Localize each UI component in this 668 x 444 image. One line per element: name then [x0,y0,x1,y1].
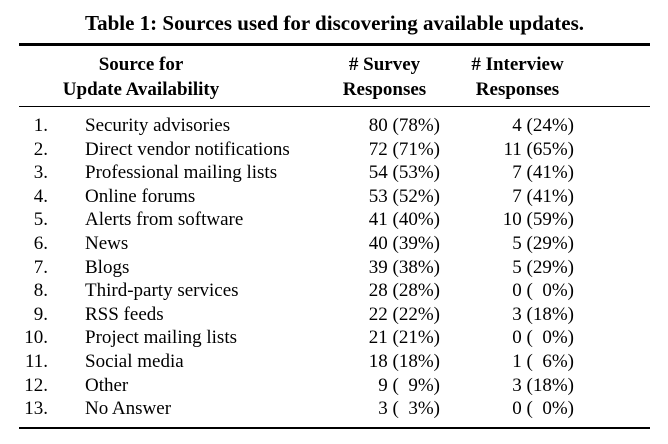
header-interview-line1: # Interview [471,53,564,75]
source-cell: Project mailing lists [85,327,237,349]
table-row: 9. RSS feeds 22 (22%) 3 (18%) [19,303,650,327]
interview-cell: 3 (18%) [512,374,574,396]
row-number: 13. [24,398,48,420]
table-header: Source for # Survey # Interview Update A… [19,46,650,106]
header-survey-line2: Responses [342,78,427,100]
interview-cell: 7 (41%) [512,162,574,184]
survey-cell: 80 (78%) [368,115,440,136]
table-row: 1. Security advisories 80 (78%) 4 (24%) [19,114,650,138]
bottom-rule [19,426,650,430]
table-body: 1. Security advisories 80 (78%) 4 (24%) … [19,107,650,427]
row-number: 3. [33,162,48,184]
table-row: 4. Online forums 53 (52%) 7 (41%) [19,185,650,209]
source-cell: Security advisories [85,115,231,136]
interview-cell: 5 (29%) [512,256,574,278]
row-number: 7. [33,256,48,278]
source-cell: RSS feeds [85,303,164,325]
header-source-line1: Source for [98,53,184,75]
survey-cell: 22 (22%) [368,303,440,325]
source-cell: Social media [85,350,184,372]
row-number: 11. [24,350,48,372]
table-row: 3. Professional mailing lists 54 (53%) 7… [19,161,650,185]
table-row: 10. Project mailing lists 21 (21%) 0 ( 0… [19,326,650,350]
source-cell: Alerts from software [85,209,244,231]
top-rule [19,43,650,46]
header-row-1: Source for # Survey # Interview [19,52,650,77]
survey-cell: 9 ( 9%) [378,374,440,396]
table-row: 12. Other 9 ( 9%) 3 (18%) [19,374,650,398]
interview-cell: 0 ( 0%) [512,280,574,302]
survey-cell: 54 (53%) [368,162,440,184]
interview-cell: 10 (59%) [502,209,574,231]
survey-cell: 21 (21%) [368,327,440,349]
interview-cell: 0 ( 0%) [512,327,574,349]
interview-cell: 11 (65%) [503,138,574,160]
header-source-line2: Update Availability [62,78,220,100]
survey-cell: 53 (52%) [368,185,440,207]
survey-cell: 40 (39%) [368,232,440,254]
table-row: 6. News 40 (39%) 5 (29%) [19,232,650,256]
table-row: 5. Alerts from software 41 (40%) 10 (59%… [19,208,650,232]
row-number: 10. [24,327,48,349]
table-row: 13. No Answer 3 ( 3%) 0 ( 0%) [19,397,650,421]
row-number: 5. [33,209,48,231]
row-number: 2. [33,138,48,160]
interview-cell: 4 (24%) [512,115,574,136]
source-cell: Professional mailing lists [85,162,278,184]
source-cell: News [85,232,129,254]
interview-cell: 0 ( 0%) [512,398,574,420]
table-row: 8. Third-party services 28 (28%) 0 ( 0%) [19,279,650,303]
row-number: 4. [33,185,48,207]
table-row: 2. Direct vendor notifications 72 (71%) … [19,138,650,162]
row-number: 12. [24,374,48,396]
row-number: 8. [33,280,48,302]
row-number: 1. [33,115,48,136]
interview-cell: 3 (18%) [512,303,574,325]
source-cell: Other [85,374,129,396]
survey-cell: 41 (40%) [368,209,440,231]
source-cell: Online forums [85,185,196,207]
interview-cell: 5 (29%) [512,232,574,254]
mid-rule [19,105,650,107]
header-interview-line2: Responses [475,78,560,100]
header-survey-line1: # Survey [348,53,421,75]
table: Source for # Survey # Interview Update A… [19,43,650,430]
survey-cell: 3 ( 3%) [378,398,440,420]
interview-cell: 7 (41%) [512,185,574,207]
interview-cell: 1 ( 6%) [512,350,574,372]
source-cell: Blogs [85,256,130,278]
table-row: 7. Blogs 39 (38%) 5 (29%) [19,256,650,280]
row-number: 9. [33,303,48,325]
survey-cell: 72 (71%) [368,138,440,160]
source-cell: No Answer [85,398,172,420]
survey-cell: 39 (38%) [368,256,440,278]
table-caption: Table 1: Sources used for discovering av… [85,11,584,35]
source-cell: Third-party services [85,280,239,302]
table-row: 11. Social media 18 (18%) 1 ( 6%) [19,350,650,374]
header-row-2: Update Availability Responses Responses [19,77,650,102]
survey-cell: 28 (28%) [368,280,440,302]
survey-cell: 18 (18%) [368,350,440,372]
source-cell: Direct vendor notifications [85,138,290,160]
row-number: 6. [33,232,48,254]
